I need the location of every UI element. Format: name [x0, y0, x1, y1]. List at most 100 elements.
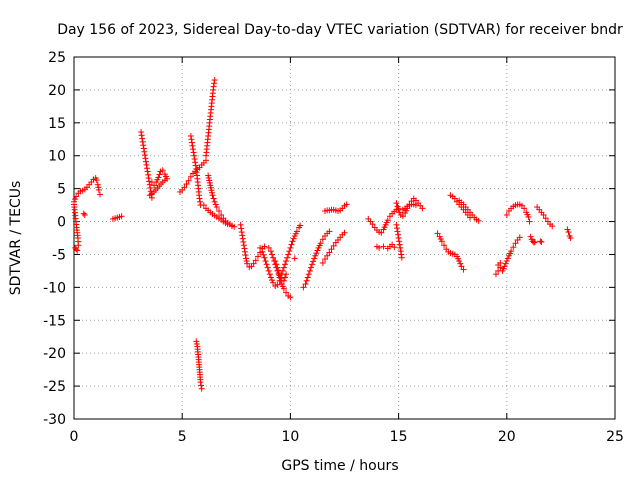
data-point: [525, 213, 532, 220]
data-point: [215, 208, 222, 215]
data-point: [328, 246, 335, 253]
data-point: [257, 244, 264, 251]
data-point: [191, 156, 198, 163]
data-point: [93, 177, 100, 184]
data-point: [145, 175, 152, 182]
data-point: [376, 244, 383, 251]
data-point: [274, 264, 281, 271]
data-point: [238, 229, 245, 236]
data-point: [200, 202, 207, 209]
data-point: [210, 195, 217, 202]
data-point: [198, 385, 205, 392]
data-point: [262, 258, 269, 265]
data-point: [397, 248, 404, 255]
data-point: [243, 255, 250, 262]
data-point: [412, 202, 419, 209]
data-point: [155, 174, 162, 181]
y-tick-label: 5: [57, 182, 66, 198]
data-point: [288, 241, 295, 248]
data-point: [397, 244, 404, 251]
data-point: [398, 251, 405, 258]
data-point: [451, 195, 458, 202]
data-point: [141, 152, 148, 159]
data-point: [395, 235, 402, 241]
data-point: [94, 181, 101, 188]
data-point: [270, 279, 277, 286]
data-point: [261, 243, 268, 250]
data-point: [290, 235, 297, 242]
data-point: [343, 201, 350, 208]
data-point: [239, 232, 246, 239]
data-point: [144, 165, 151, 172]
data-point: [264, 264, 271, 271]
data-point: [140, 145, 147, 152]
data-point: [269, 277, 276, 284]
data-point: [510, 244, 517, 251]
y-tick-label: -30: [43, 412, 66, 428]
data-point: [181, 184, 188, 191]
data-point: [314, 247, 321, 254]
data-point: [380, 243, 387, 250]
y-tick-label: 20: [48, 83, 66, 99]
data-point: [302, 281, 309, 288]
data-point: [396, 238, 403, 245]
data-point: [143, 161, 150, 168]
data-point: [369, 221, 376, 228]
data-point: [542, 215, 549, 222]
data-point: [142, 158, 149, 165]
data-point: [297, 222, 304, 229]
data-point: [456, 258, 463, 265]
data-point: [240, 242, 247, 249]
data-point: [267, 274, 274, 281]
data-point: [156, 171, 163, 178]
data-point: [213, 204, 220, 211]
data-point: [564, 226, 571, 233]
data-point: [503, 211, 510, 218]
data-point: [212, 201, 219, 208]
x-tick-label: 25: [606, 429, 624, 445]
data-point: [438, 238, 445, 245]
data-point: [276, 272, 283, 279]
data-point: [283, 289, 290, 296]
data-point: [211, 198, 218, 205]
data-point: [265, 267, 272, 274]
data-point: [193, 340, 200, 347]
data-point: [281, 261, 288, 268]
data-point: [284, 254, 291, 261]
data-point: [565, 229, 572, 236]
chart-title: Day 156 of 2023, Sidereal Day-to-day VTE…: [57, 22, 623, 38]
data-point: [187, 132, 194, 139]
data-point: [210, 83, 217, 90]
data-point: [475, 217, 482, 224]
data-point: [275, 269, 282, 276]
data-point: [139, 135, 146, 142]
data-point: [391, 244, 398, 251]
data-point: [274, 281, 281, 288]
data-point: [540, 211, 547, 218]
data-point: [190, 146, 197, 153]
data-point: [190, 149, 197, 156]
data-point: [526, 218, 533, 225]
data-point: [267, 248, 274, 255]
data-point: [147, 184, 154, 191]
data-point: [209, 192, 216, 199]
data-point: [144, 168, 151, 175]
data-point: [312, 252, 319, 259]
data-point: [197, 198, 204, 205]
data-point: [159, 167, 166, 174]
data-point: [287, 294, 294, 301]
data-point: [280, 264, 287, 271]
data-point: [228, 223, 235, 230]
data-point: [265, 244, 272, 251]
data-point: [72, 196, 79, 203]
y-tick-label: 0: [57, 215, 66, 231]
data-point: [549, 223, 556, 230]
data-point: [243, 258, 250, 265]
data-point: [326, 249, 333, 256]
data-point: [188, 136, 195, 143]
data-point: [305, 271, 312, 278]
data-point: [118, 213, 125, 220]
data-point: [300, 284, 307, 291]
data-point: [419, 205, 426, 212]
